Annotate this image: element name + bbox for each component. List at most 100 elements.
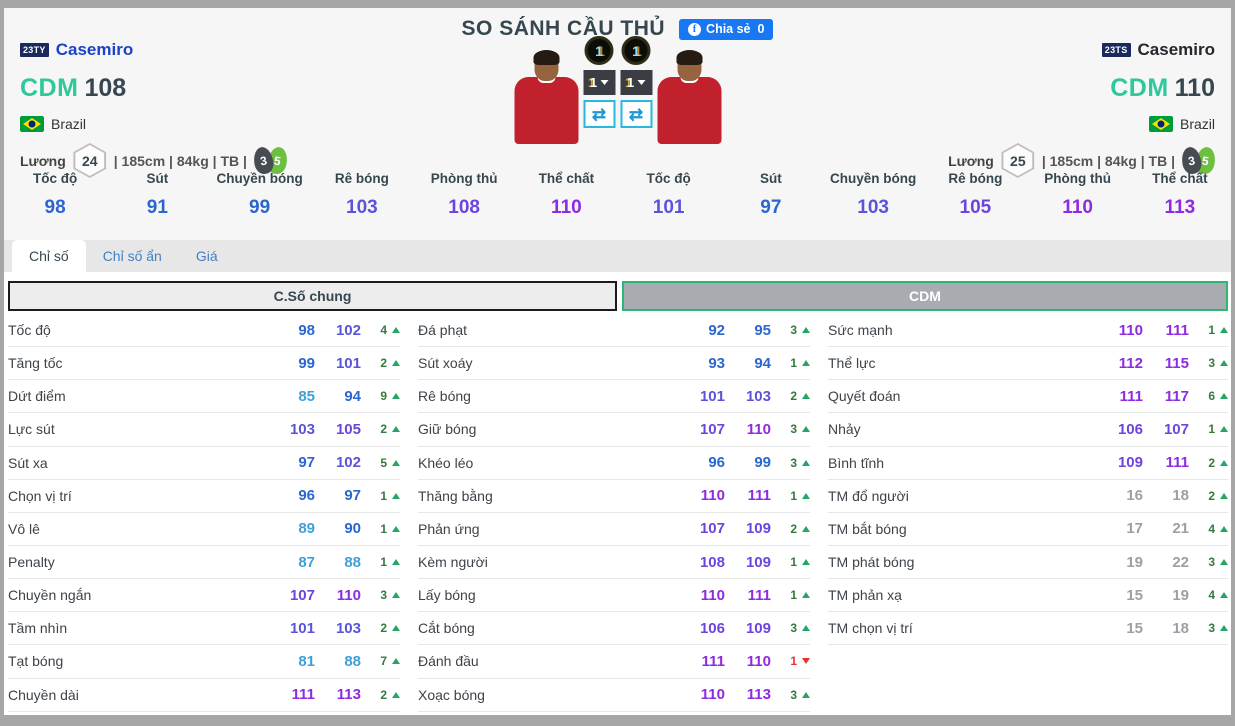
stat-diff: 2 (380, 687, 387, 702)
stat-value-left: 15 (1126, 586, 1143, 604)
stat-diff: 2 (380, 356, 387, 371)
main-stat-label: Sút (760, 171, 782, 186)
stat-value-left: 110 (700, 487, 725, 505)
tab-chi-so[interactable]: Chỉ số (12, 240, 86, 272)
stat-value-left: 110 (1118, 321, 1143, 339)
stat-value-right: 97 (344, 487, 361, 505)
stat-label: Rê bóng (418, 388, 471, 405)
stat-value-left: 19 (1126, 553, 1143, 571)
diff-up-icon (392, 426, 400, 433)
main-stat-label: Tốc độ (33, 171, 78, 186)
swap-button-right[interactable]: ⇄ (620, 100, 652, 128)
tab-chi-so-an[interactable]: Chỉ số ẩn (102, 248, 162, 264)
stat-diff: 3 (1208, 621, 1215, 636)
stat-value-left: 106 (699, 619, 725, 637)
main-stat-value: 103 (346, 197, 378, 218)
share-button[interactable]: f Chia sẻ 0 (679, 18, 774, 40)
salary-value-left: 24 (81, 152, 98, 169)
share-label: Chia sẻ (706, 22, 751, 36)
main-stat-cell: Sút 97 (720, 171, 822, 219)
position-stats-header[interactable]: CDM (622, 281, 1228, 311)
stat-value-left: 110 (700, 686, 725, 704)
stat-diff: 1 (790, 654, 797, 669)
swap-button-left[interactable]: ⇄ (583, 100, 615, 128)
diff-up-icon (1220, 559, 1228, 566)
diff-up-icon (802, 360, 810, 367)
stat-label: Đánh đầu (418, 653, 479, 670)
stat-diff: 2 (380, 621, 387, 636)
stat-label: TM đổ người (828, 487, 909, 504)
diff-up-icon (392, 691, 400, 698)
stat-diff: 6 (1208, 389, 1215, 404)
player-name-left[interactable]: Casemiro (55, 40, 134, 59)
stat-diff: 2 (1208, 488, 1215, 503)
tab-bar: Chỉ số Chỉ số ẩn Giá (4, 240, 1231, 272)
stat-label: Phản ứng (418, 520, 480, 537)
diff-up-icon (1220, 625, 1228, 632)
main-stat-value: 108 (448, 197, 480, 218)
main-stat-label: Rê bóng (334, 171, 389, 186)
stat-diff: 5 (380, 455, 387, 470)
stat-value-right: 110 (336, 586, 361, 604)
stat-label: Dứt điểm (8, 388, 66, 405)
main-stat-value: 105 (959, 197, 992, 218)
stat-row: Tốc độ 98 102 4 (8, 314, 400, 348)
stat-row: Sút xa 97 102 5 (8, 447, 400, 480)
player-position-right: CDM (1110, 74, 1169, 102)
stat-value-right: 19 (1172, 586, 1189, 604)
stat-row: Chuyền ngắn 107 110 3 (8, 579, 400, 613)
stat-value-left: 109 (1117, 454, 1143, 472)
brazil-flag-icon (20, 116, 44, 132)
level-select-right[interactable]: 1 (620, 70, 652, 95)
stat-row: Giữ bóng 107 110 3 (418, 413, 810, 447)
stat-value-right: 102 (335, 321, 361, 339)
stat-value-right: 88 (344, 553, 361, 571)
stat-value-right: 109 (745, 553, 771, 571)
main-stat-value: 110 (551, 197, 582, 218)
diff-up-icon (802, 625, 810, 632)
main-stats: Tốc độ 98 Sút 91 Chuyền bóng 99 Rê bóng 103 Phòn… (4, 171, 1231, 219)
player-name-right[interactable]: Casemiro (1137, 40, 1215, 59)
main-stat-cell: Chuyền bóng 103 (822, 171, 924, 219)
stat-value-right: 94 (344, 387, 361, 405)
salary-value-right: 25 (1010, 152, 1026, 169)
stat-row: Dứt điểm 85 94 9 (8, 380, 400, 414)
general-stats-header[interactable]: C.Số chung (8, 281, 617, 311)
level-select-left[interactable]: 1 (583, 70, 615, 95)
foot-skills-right: 3 5 (1179, 145, 1218, 176)
player-photo-left (512, 50, 580, 144)
stat-value-left: 108 (699, 553, 725, 571)
diff-up-icon (802, 327, 810, 334)
stat-label: Sút xoáy (418, 355, 473, 372)
season-badge-left: 23TY (20, 43, 49, 57)
diff-down-icon (802, 658, 810, 665)
main-stat-cell: Sút 91 (106, 171, 208, 219)
stat-value-left: 111 (291, 686, 315, 704)
stat-value-left: 17 (1126, 520, 1143, 538)
stat-row: Đánh đầu 111 110 1 (418, 645, 810, 679)
stat-label: Penalty (8, 554, 55, 571)
diff-up-icon (802, 393, 810, 400)
stat-label: Thăng bằng (418, 487, 493, 504)
diff-up-icon (1220, 393, 1228, 400)
diff-up-icon (1220, 360, 1228, 367)
stat-value-right: 107 (1163, 420, 1189, 438)
stat-diff: 3 (790, 422, 797, 437)
stat-value-right: 111 (1165, 321, 1189, 339)
stat-row: Đá phạt 92 95 3 (418, 314, 810, 348)
tab-gia[interactable]: Giá (195, 248, 218, 264)
main-stat-cell: Chuyền bóng 99 (209, 171, 311, 219)
stat-row: Nhảy 106 107 1 (828, 413, 1228, 447)
stat-value-left: 81 (298, 652, 315, 670)
stat-value-right: 90 (344, 520, 361, 538)
stat-label: Tốc độ (8, 322, 51, 339)
stat-label: Khéo léo (418, 454, 474, 471)
stat-row: Lực sút 103 105 2 (8, 413, 400, 447)
main-stat-cell: Tốc độ 98 (4, 171, 106, 219)
stat-label: TM phản xạ (828, 587, 902, 604)
stat-value-right: 103 (335, 619, 361, 637)
stat-row: TM đổ người 16 18 2 (828, 480, 1228, 513)
main-stat-value: 99 (249, 197, 271, 218)
player-ovr-right: 110 (1174, 74, 1215, 102)
diff-up-icon (802, 691, 810, 698)
